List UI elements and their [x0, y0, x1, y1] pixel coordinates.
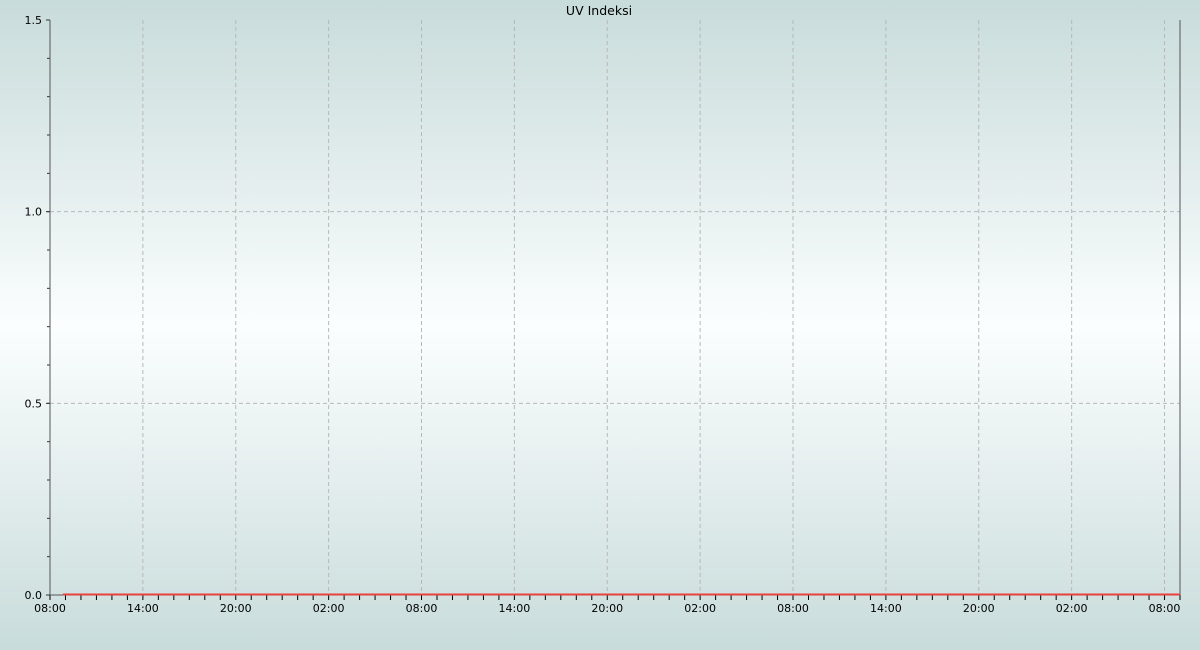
x-tick-label: 02:00 — [1056, 602, 1088, 615]
x-tick-label: 14:00 — [870, 602, 902, 615]
x-tick-label: 20:00 — [963, 602, 995, 615]
x-tick-label: 08:00 — [406, 602, 438, 615]
chart-title: UV Indeksi — [566, 3, 632, 18]
x-tick-label: 20:00 — [220, 602, 252, 615]
x-tick-label: 02:00 — [684, 602, 716, 615]
x-tick-label: 08:00 — [777, 602, 809, 615]
x-tick-label: 14:00 — [127, 602, 159, 615]
x-tick-label: 02:00 — [313, 602, 345, 615]
y-tick-label: 0.0 — [25, 589, 43, 602]
x-tick-label: 08:00 — [34, 602, 66, 615]
y-tick-label: 1.5 — [25, 14, 43, 27]
y-tick-label: 0.5 — [25, 397, 43, 410]
y-tick-label: 1.0 — [25, 206, 43, 219]
x-tick-label: 08:00 — [1149, 602, 1181, 615]
x-tick-label: 20:00 — [591, 602, 623, 615]
x-tick-label: 14:00 — [499, 602, 531, 615]
